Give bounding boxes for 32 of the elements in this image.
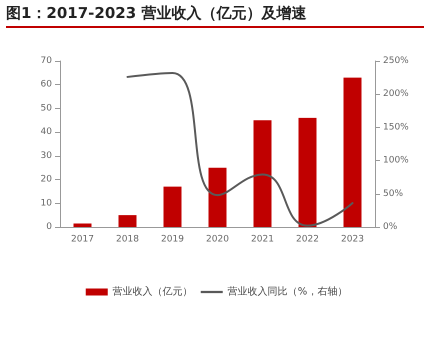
bar [298, 118, 316, 227]
y-tick-label: 50 [40, 103, 52, 114]
y-tick-label: 60 [40, 80, 52, 90]
y-tick-label: 70 [40, 56, 52, 66]
y2-tick-label: 250% [383, 56, 410, 66]
legend-label: 营业收入（亿元） [112, 286, 193, 298]
x-tick-label: 2020 [206, 234, 230, 244]
bar [164, 186, 182, 227]
line-series [126, 72, 354, 227]
y-tick-label: 30 [40, 150, 52, 161]
y2-tick-label: 50% [383, 188, 404, 199]
x-tick-label: 2017 [71, 234, 94, 244]
y2-tick-label: 200% [383, 89, 410, 100]
x-tick-label: 2019 [161, 234, 184, 244]
y-tick-label: 10 [40, 198, 52, 208]
bar [74, 223, 92, 227]
y-tick-label: 40 [40, 127, 52, 138]
x-tick-label: 2022 [296, 234, 319, 244]
x-tick-label: 2023 [341, 234, 364, 244]
y-tick-label: 0 [46, 222, 52, 232]
y2-tick-label: 100% [383, 156, 410, 166]
bar [118, 215, 136, 227]
bar [208, 168, 226, 227]
y2-tick-label: 150% [383, 122, 410, 132]
chart-title: 图1：2017-2023 营业收入（亿元）及增速 [6, 4, 306, 23]
y-tick-label: 20 [40, 174, 52, 185]
x-tick-label: 2018 [116, 234, 140, 244]
x-tick-label: 2021 [251, 234, 274, 244]
bar [344, 78, 362, 227]
bar [254, 120, 272, 227]
legend-label: 营业收入同比（%，右轴） [228, 286, 348, 298]
y2-tick-label: 0% [383, 222, 398, 232]
